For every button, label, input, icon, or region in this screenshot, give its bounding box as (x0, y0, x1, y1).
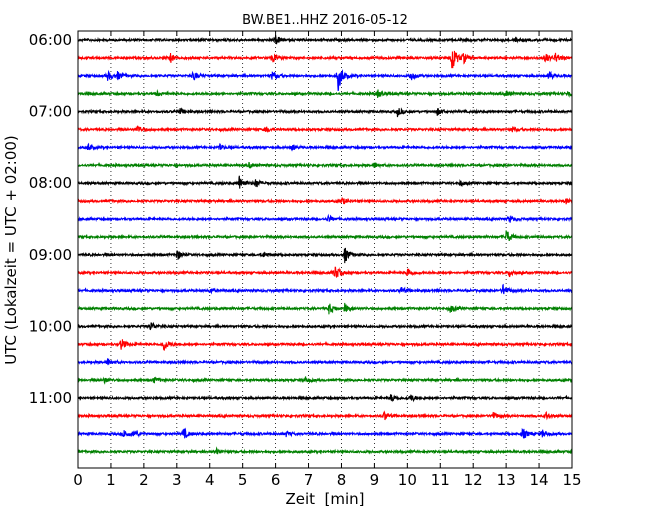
x-tick-label: 5 (238, 471, 248, 489)
trace-0815 (77, 197, 573, 205)
trace-1115 (77, 410, 573, 421)
x-tick-label: 6 (271, 471, 281, 489)
grid (110, 31, 540, 468)
x-tick-label: 9 (370, 471, 380, 489)
x-tick-label: 12 (464, 471, 483, 489)
x-tick-label: 13 (497, 471, 516, 489)
trace-0700 (77, 107, 573, 118)
x-tick-label: 4 (205, 471, 215, 489)
y-tick-label: 07:00 (29, 103, 72, 121)
x-tick-label: 0 (73, 471, 83, 489)
y-tick-label: 10:00 (29, 317, 72, 335)
trace-0715 (77, 125, 573, 133)
trace-0945 (77, 302, 573, 315)
x-tick-label: 3 (172, 471, 182, 489)
x-tick-label: 15 (562, 471, 581, 489)
x-tick-label: 8 (337, 471, 347, 489)
trace-0645 (77, 89, 573, 98)
x-tick-label: 10 (398, 471, 417, 489)
y-axis: 06:00 07:00 08:00 09:00 10:00 11:00 (29, 31, 572, 407)
x-tick-label: 7 (304, 471, 314, 489)
y-tick-label: 08:00 (29, 174, 72, 192)
trace-1015 (77, 339, 573, 351)
trace-1045 (77, 376, 573, 385)
y-axis-label: UTC (Lokalzeit = UTC + 02:00) (2, 135, 20, 365)
trace-0615 (77, 50, 573, 69)
trace-0930 (77, 283, 573, 295)
trace-0900 (77, 247, 573, 264)
x-axis-label: Zeit [min] (285, 490, 364, 508)
trace-0915 (77, 266, 573, 278)
trace-0745 (77, 161, 573, 169)
trace-1030 (77, 358, 573, 366)
y-tick-label: 11:00 (29, 389, 72, 407)
x-tick-label: 11 (431, 471, 450, 489)
trace-1000 (77, 321, 573, 331)
trace-1100 (77, 394, 573, 403)
x-tick-label: 1 (106, 471, 116, 489)
trace-0830 (77, 213, 573, 223)
trace-0845 (77, 230, 573, 242)
y-tick-label: 06:00 (29, 31, 72, 49)
trace-0630 (77, 69, 573, 92)
trace-1145 (77, 446, 573, 455)
trace-0730 (77, 142, 573, 152)
y-tick-label: 09:00 (29, 246, 72, 264)
x-tick-label: 2 (139, 471, 149, 489)
traces (77, 35, 573, 455)
x-axis: 0 1 2 3 4 5 6 7 8 9 10 11 12 13 14 15 (73, 31, 582, 489)
plot-frame (77, 30, 573, 469)
trace-0800 (77, 175, 573, 189)
chart-title: BW.BE1..HHZ 2016-05-12 (242, 13, 408, 28)
trace-0600 (77, 35, 573, 45)
x-tick-label: 14 (530, 471, 549, 489)
trace-1130 (77, 427, 573, 439)
